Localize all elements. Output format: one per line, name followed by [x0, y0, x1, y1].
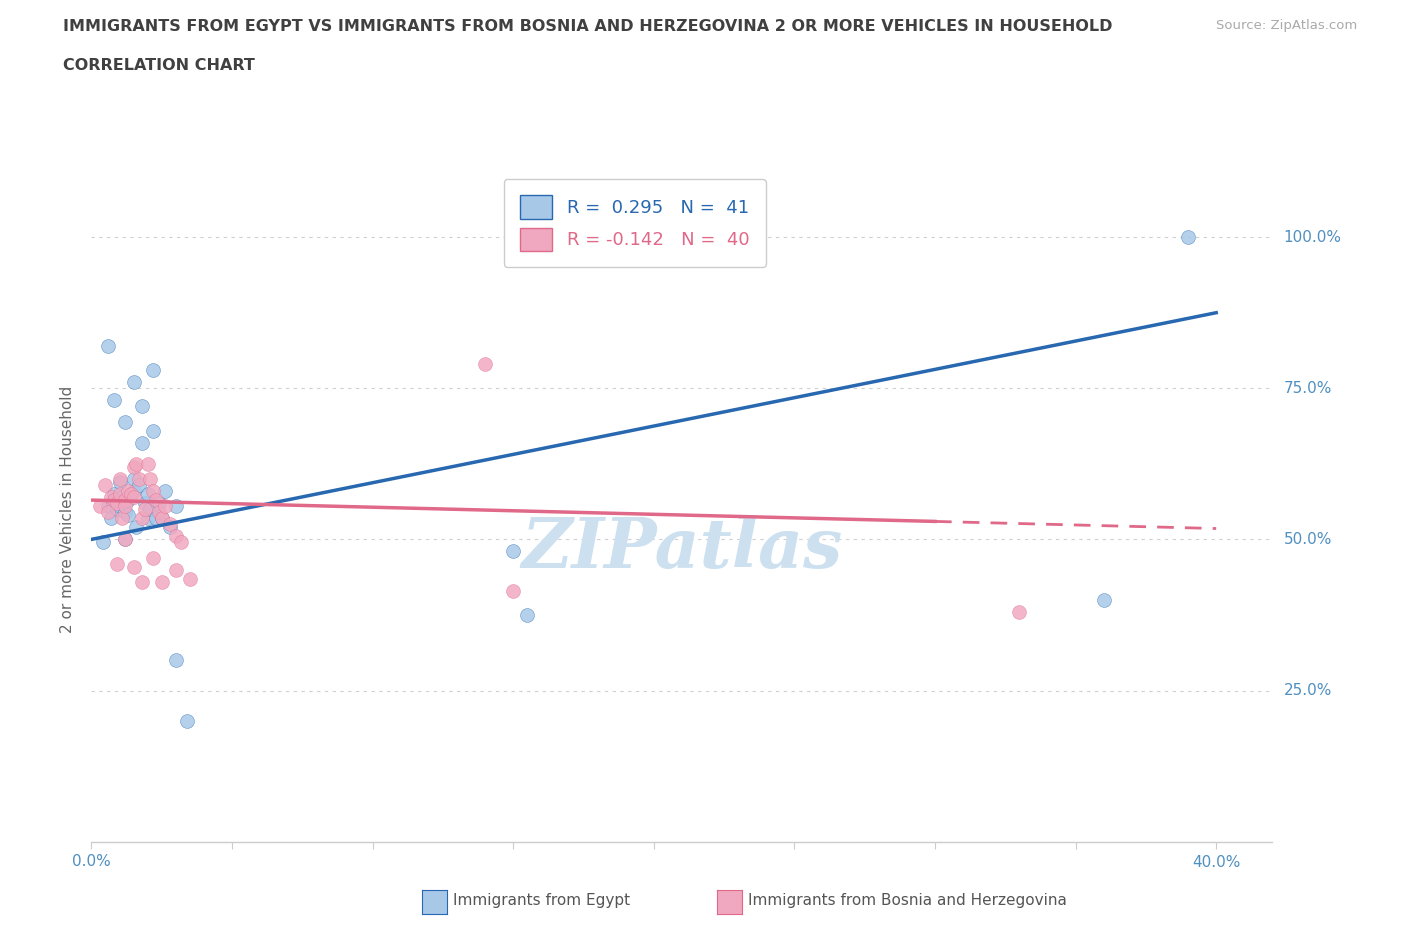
Point	[89, 498, 111, 513]
Point	[94, 478, 117, 493]
Point	[114, 414, 136, 429]
Point	[114, 493, 136, 508]
Point	[91, 535, 114, 550]
Point	[150, 575, 173, 590]
Point	[120, 486, 142, 501]
Text: Source: ZipAtlas.com: Source: ZipAtlas.com	[1216, 19, 1357, 32]
Text: CORRELATION CHART: CORRELATION CHART	[63, 58, 254, 73]
Point	[103, 393, 125, 408]
Point	[136, 486, 159, 501]
Point	[136, 511, 159, 525]
Point	[114, 505, 136, 520]
Point	[1008, 604, 1031, 619]
Text: 75.0%: 75.0%	[1284, 380, 1331, 396]
Point	[142, 363, 165, 378]
Point	[142, 484, 165, 498]
Point	[142, 551, 165, 565]
Point	[122, 490, 145, 505]
Point	[125, 457, 148, 472]
Point	[100, 511, 122, 525]
Point	[108, 472, 131, 486]
Point	[145, 511, 167, 525]
Text: Immigrants from Bosnia and Herzegovina: Immigrants from Bosnia and Herzegovina	[748, 893, 1067, 908]
Point	[122, 472, 145, 486]
Point	[108, 498, 131, 513]
Point	[139, 502, 162, 517]
Text: IMMIGRANTS FROM EGYPT VS IMMIGRANTS FROM BOSNIA AND HERZEGOVINA 2 OR MORE VEHICL: IMMIGRANTS FROM EGYPT VS IMMIGRANTS FROM…	[63, 19, 1112, 33]
Point	[111, 490, 134, 505]
Point	[103, 493, 125, 508]
Point	[142, 423, 165, 438]
Point	[114, 532, 136, 547]
Point	[176, 713, 198, 728]
Legend: R =  0.295   N =  41, R = -0.142   N =  40: R = 0.295 N = 41, R = -0.142 N = 40	[503, 179, 766, 267]
Point	[159, 517, 181, 532]
Point	[474, 357, 496, 372]
Point	[159, 520, 181, 535]
Text: 100.0%: 100.0%	[1284, 230, 1341, 245]
Point	[1092, 592, 1115, 607]
Point	[97, 498, 120, 513]
Point	[165, 562, 187, 577]
Point	[131, 511, 153, 525]
Point	[117, 493, 139, 508]
Point	[100, 490, 122, 505]
Point	[148, 505, 170, 520]
Point	[134, 496, 156, 511]
Point	[179, 571, 201, 586]
Point	[131, 575, 153, 590]
Point	[128, 472, 150, 486]
Point	[150, 511, 173, 525]
Text: ZIPatlas: ZIPatlas	[522, 515, 842, 583]
Point	[108, 486, 131, 501]
Point	[134, 502, 156, 517]
Y-axis label: 2 or more Vehicles in Household: 2 or more Vehicles in Household	[60, 386, 76, 632]
Point	[131, 399, 153, 414]
Point	[170, 535, 193, 550]
Point	[122, 484, 145, 498]
Point	[114, 498, 136, 513]
Point	[165, 529, 187, 544]
Point	[148, 496, 170, 511]
Point	[117, 484, 139, 498]
Point	[136, 457, 159, 472]
Point	[502, 544, 524, 559]
Point	[97, 339, 120, 353]
Point	[139, 472, 162, 486]
Point	[165, 653, 187, 668]
Point	[131, 435, 153, 450]
Point	[105, 496, 128, 511]
Point	[128, 478, 150, 493]
Point	[165, 498, 187, 513]
Point	[111, 511, 134, 525]
Point	[120, 486, 142, 501]
Point	[108, 474, 131, 489]
Point	[125, 520, 148, 535]
Point	[516, 607, 538, 622]
Text: 40.0%: 40.0%	[1192, 855, 1240, 870]
Point	[1177, 230, 1199, 245]
Text: Immigrants from Egypt: Immigrants from Egypt	[453, 893, 630, 908]
Point	[502, 583, 524, 598]
Point	[105, 556, 128, 571]
Text: 50.0%: 50.0%	[1284, 532, 1331, 547]
Point	[153, 498, 176, 513]
Point	[117, 508, 139, 523]
Point	[97, 505, 120, 520]
Point	[122, 559, 145, 574]
Point	[114, 532, 136, 547]
Point	[153, 484, 176, 498]
Point	[103, 486, 125, 501]
Point	[105, 502, 128, 517]
Point	[150, 511, 173, 525]
Point	[145, 493, 167, 508]
Point	[122, 375, 145, 390]
Point	[122, 459, 145, 474]
Text: 25.0%: 25.0%	[1284, 683, 1331, 698]
